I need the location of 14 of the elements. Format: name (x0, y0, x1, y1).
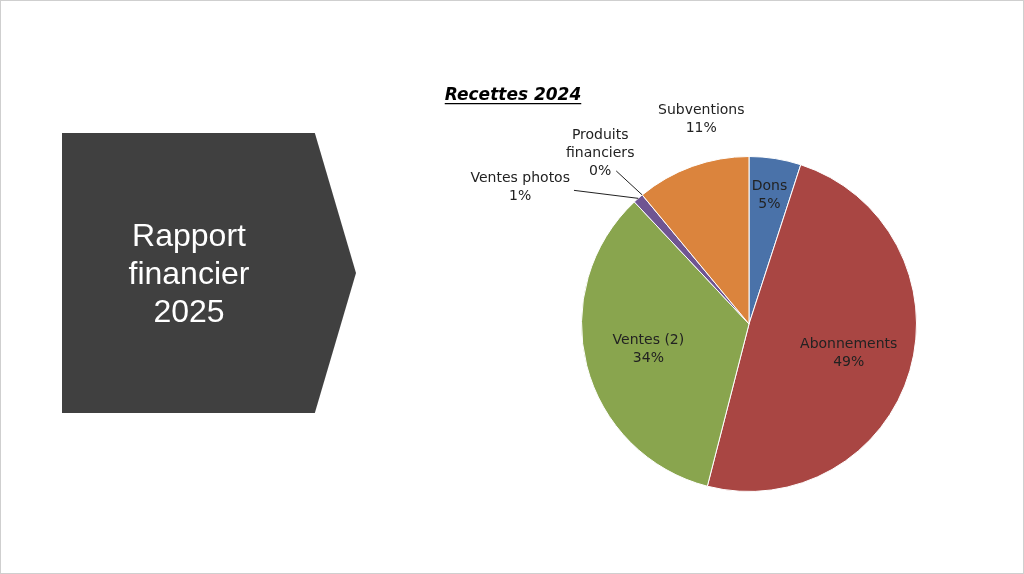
text: 0% (589, 161, 612, 178)
chevron-banner: Rapport financier 2025 (62, 133, 356, 413)
data-label: 49% (833, 352, 865, 369)
slice-label: Subventions (658, 101, 745, 118)
data-label: 34% (632, 349, 664, 366)
slice-label: Ventes photos (470, 169, 570, 185)
slice-label: Dons (751, 176, 788, 193)
slice-label: Ventes (2) (612, 331, 685, 348)
category-label: Produits financiers (566, 125, 635, 160)
slice-label: Abonnements (800, 334, 898, 351)
data-label: 11% (685, 119, 717, 136)
data-label: 1% (509, 187, 532, 203)
chart-title: Recettes 2024 (444, 84, 582, 104)
data-label: 5% (758, 194, 781, 211)
